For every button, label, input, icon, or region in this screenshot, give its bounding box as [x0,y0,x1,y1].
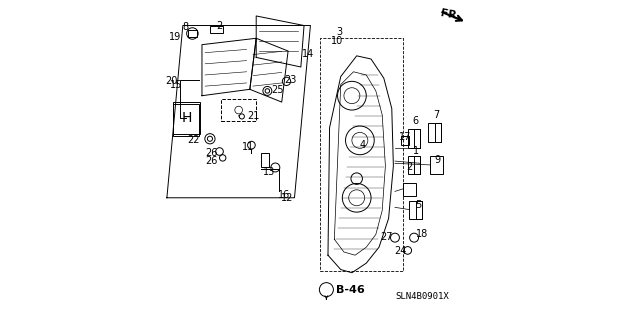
Bar [401,136,410,145]
Text: 20: 20 [166,76,178,86]
Text: 11: 11 [242,142,254,152]
Text: H: H [182,111,192,125]
Bar [261,153,269,167]
Text: 9: 9 [434,155,440,165]
Bar [408,156,420,174]
Text: 26: 26 [205,156,218,166]
Bar [403,183,416,196]
Text: 1: 1 [413,145,419,156]
Text: 21: 21 [247,111,260,122]
Bar [410,201,422,219]
Text: 2: 2 [216,20,223,31]
Text: FR.: FR. [440,8,461,21]
Text: SLN4B0901X: SLN4B0901X [396,292,449,301]
Bar [435,123,441,142]
Text: 12: 12 [281,193,294,203]
Bar [430,156,443,174]
Bar [414,129,420,148]
Text: 6: 6 [413,116,419,126]
Text: 2: 2 [406,161,412,172]
Text: 22: 22 [188,135,200,145]
Text: 17: 17 [399,132,412,142]
Text: 14: 14 [302,49,314,59]
Bar [416,201,422,219]
Bar [210,26,223,33]
Text: 8: 8 [182,22,189,32]
Text: 18: 18 [416,229,428,240]
Bar [173,104,199,136]
Bar [408,129,420,148]
Bar [414,156,420,174]
Bar [221,99,256,121]
Text: B-46: B-46 [336,285,365,295]
Bar [428,123,441,142]
Text: 3: 3 [337,27,343,37]
Text: 5: 5 [415,200,421,210]
Text: 19: 19 [169,32,181,42]
Text: 15: 15 [170,79,182,90]
FancyArrowPatch shape [325,296,328,300]
Text: 25: 25 [271,85,284,95]
Text: 27: 27 [380,232,393,242]
Text: 26: 26 [205,148,218,158]
Text: 16: 16 [278,189,290,200]
Text: 24: 24 [395,246,407,256]
Text: 7: 7 [433,110,440,120]
Text: 23: 23 [284,75,297,85]
Bar [188,30,197,37]
Text: 4: 4 [360,140,366,150]
Text: 13: 13 [263,167,275,177]
Bar [173,102,200,134]
Text: 10: 10 [332,36,344,47]
